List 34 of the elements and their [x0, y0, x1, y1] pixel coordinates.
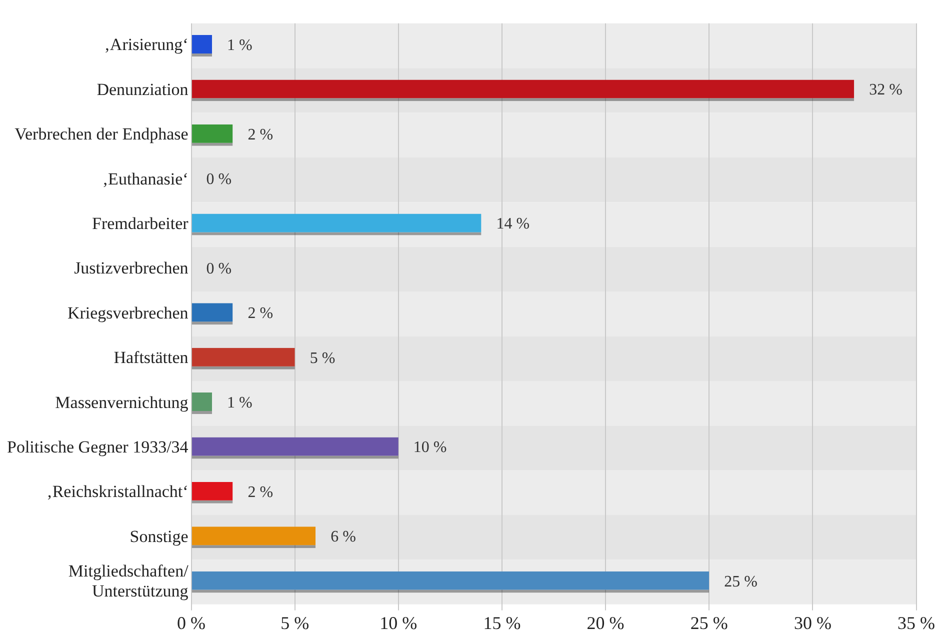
x-tick-label: 35 % [898, 612, 936, 633]
x-tick-label: 30 % [794, 612, 832, 633]
y-tick-label: Verbrechen der Endphase [14, 124, 188, 144]
x-tick-label: 25 % [690, 612, 728, 633]
x-tick-label: 20 % [586, 612, 624, 633]
x-tick-label: 0 % [177, 612, 206, 633]
data-label: 10 % [413, 439, 447, 456]
y-tick-label: ‚Euthanasie‘ [102, 169, 188, 188]
y-tick-label: ‚Reichskristallnacht‘ [46, 482, 188, 502]
y-tick-label: Denunziation [96, 80, 189, 99]
data-label: 1 % [227, 394, 252, 412]
x-tick-label: 10 % [380, 612, 418, 633]
data-label: 6 % [330, 528, 356, 546]
data-label: 0 % [206, 260, 232, 278]
y-tick-label: Kriegsverbrechen [67, 303, 189, 322]
data-label: 2 % [248, 305, 274, 322]
y-tick-label: Justizverbrechen [74, 258, 189, 278]
y-tick-label: Sonstige [130, 526, 188, 546]
data-label: 5 % [310, 350, 336, 367]
y-tick-label: Haftstätten [114, 348, 189, 368]
data-label: 2 % [248, 484, 274, 501]
y-tick-label: Mitgliedschaften/ Unterstützung [68, 561, 189, 601]
y-tick-label: Politische Gegner 1933/34 [6, 437, 189, 456]
y-tick-label: Fremdarbeiter [92, 214, 189, 233]
y-tick-label: Massenvernichtung [55, 392, 189, 412]
x-tick-label: 5 % [280, 612, 310, 633]
data-label: 2 % [248, 126, 274, 144]
data-label: 0 % [206, 171, 232, 188]
data-label: 32 % [869, 82, 902, 99]
x-tick-label: 15 % [483, 612, 521, 633]
data-label: 1 % [227, 36, 252, 54]
y-tick-label: ‚Arisierung‘ [104, 35, 188, 54]
data-label: 25 % [724, 573, 758, 590]
data-label: 14 % [496, 216, 530, 233]
